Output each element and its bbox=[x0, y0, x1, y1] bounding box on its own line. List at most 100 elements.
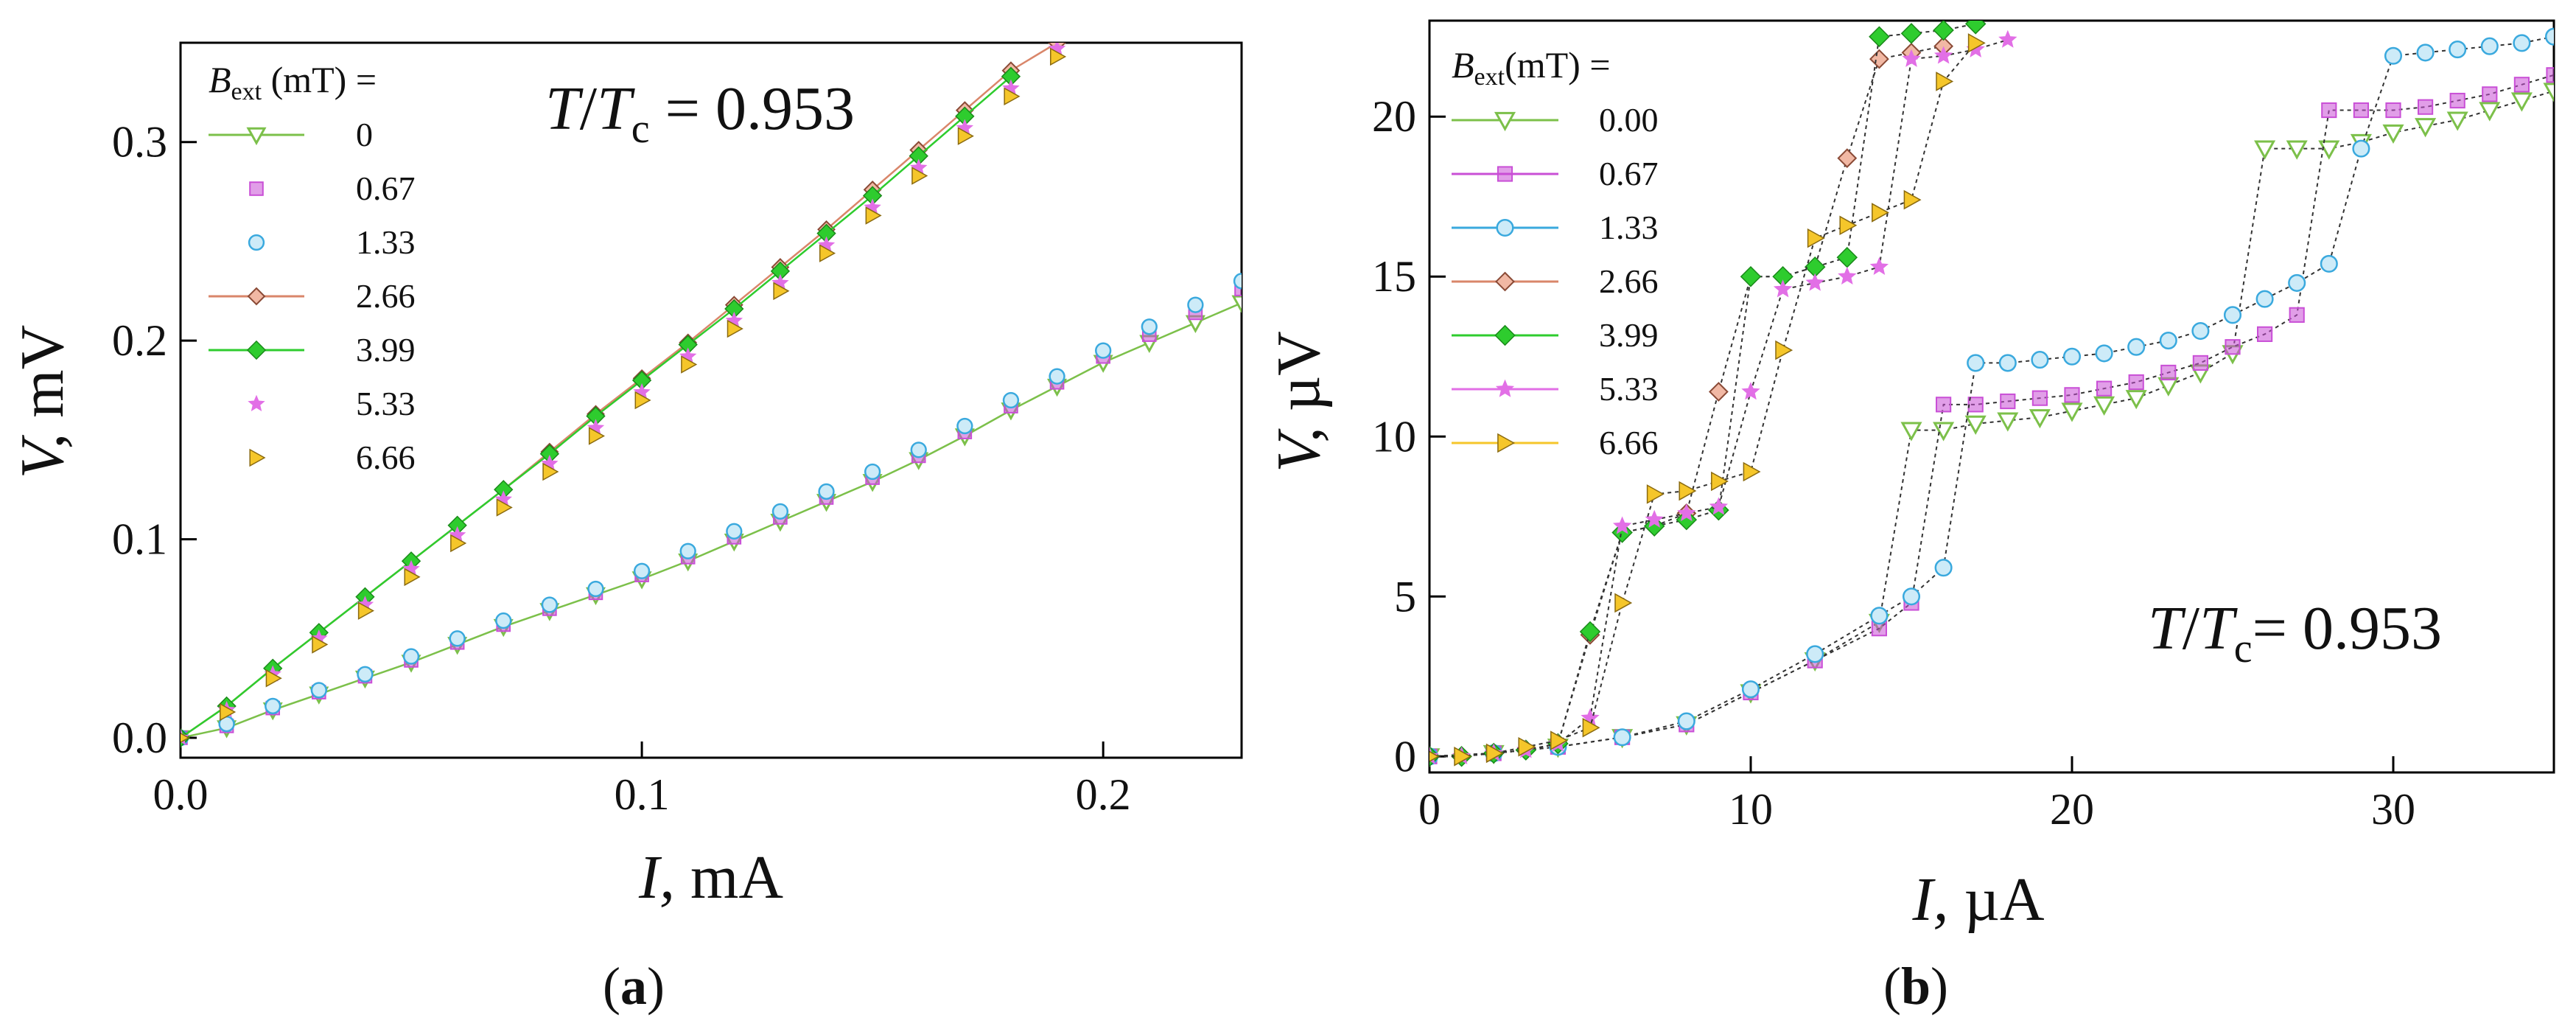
data-point bbox=[1900, 23, 1922, 44]
data-point bbox=[1579, 621, 1601, 643]
data-point bbox=[1679, 481, 1697, 501]
data-point bbox=[1002, 391, 1020, 409]
data-point bbox=[2289, 307, 2305, 323]
data-point bbox=[541, 596, 559, 613]
axes-a: 0.0 0.1 0.2 0.0 0.1 0.2 0.3 bbox=[112, 118, 1131, 819]
series-1.33 bbox=[181, 273, 1242, 747]
legend-item: 0 bbox=[209, 116, 373, 153]
legend-marker bbox=[1496, 218, 1514, 237]
data-point bbox=[2125, 390, 2147, 410]
data-point bbox=[818, 483, 835, 500]
data-point bbox=[1743, 461, 1761, 482]
data-point bbox=[2318, 140, 2340, 160]
legend-label: 3.99 bbox=[1599, 316, 1659, 354]
legend-marker bbox=[247, 287, 266, 306]
data-point bbox=[1095, 342, 1112, 359]
data-point bbox=[910, 442, 927, 458]
data-point bbox=[1998, 354, 2017, 372]
data-point bbox=[265, 669, 282, 688]
data-point bbox=[402, 648, 420, 665]
data-point bbox=[1807, 228, 1825, 248]
legend-item: 6.66 bbox=[249, 439, 416, 476]
data-point bbox=[771, 503, 789, 520]
x-tick-label: 10 bbox=[1729, 785, 1773, 834]
legend-marker bbox=[1494, 324, 1516, 346]
data-point bbox=[957, 127, 974, 145]
legend-label: 6.66 bbox=[1599, 424, 1659, 461]
y-tick-label: 5 bbox=[1394, 572, 1416, 621]
data-point bbox=[2382, 124, 2404, 144]
data-point bbox=[1612, 516, 1632, 534]
data-point bbox=[2513, 77, 2530, 93]
data-point bbox=[956, 417, 973, 435]
data-point bbox=[310, 682, 327, 699]
data-point bbox=[2031, 390, 2048, 406]
legend-item: 5.33 bbox=[248, 385, 416, 422]
data-point bbox=[2449, 41, 2467, 59]
series-line bbox=[181, 301, 1242, 739]
data-point bbox=[1233, 273, 1242, 290]
series-0.00 bbox=[1429, 83, 2554, 768]
legend-item: 3.99 bbox=[1452, 316, 1659, 354]
data-point bbox=[2225, 339, 2241, 355]
data-point bbox=[1964, 21, 1987, 35]
data-point bbox=[2482, 86, 2498, 102]
data-point bbox=[1839, 215, 1858, 236]
legend-label: 3.99 bbox=[356, 331, 416, 369]
y-tick-label: 0.2 bbox=[112, 316, 167, 365]
data-point bbox=[1933, 21, 1954, 41]
data-point bbox=[1429, 750, 1440, 762]
data-point bbox=[865, 206, 882, 225]
data-point bbox=[1836, 246, 1858, 268]
panel-label-b: (b) bbox=[1883, 957, 1948, 1016]
data-point bbox=[2385, 102, 2401, 119]
data-point bbox=[819, 244, 836, 262]
series-line bbox=[1429, 45, 1944, 758]
data-point bbox=[1582, 717, 1600, 738]
data-point bbox=[357, 666, 374, 683]
data-point bbox=[1454, 747, 1472, 767]
legend-marker bbox=[1497, 433, 1516, 453]
data-point bbox=[357, 601, 374, 620]
legend-label: 6.66 bbox=[356, 439, 416, 476]
y-tick-label: 20 bbox=[1372, 92, 1416, 141]
data-point bbox=[1711, 471, 1729, 492]
data-point bbox=[2061, 402, 2083, 422]
data-point bbox=[2288, 273, 2306, 292]
data-point bbox=[2062, 347, 2082, 366]
data-point bbox=[2353, 102, 2370, 119]
data-point bbox=[2029, 409, 2051, 429]
data-point bbox=[1902, 587, 1921, 606]
data-point bbox=[1231, 295, 1242, 314]
x-tick-label: 0.0 bbox=[153, 770, 209, 819]
data-point bbox=[1004, 87, 1021, 106]
data-point bbox=[496, 498, 513, 517]
data-point bbox=[1775, 340, 1793, 360]
legend-label: 0.00 bbox=[1599, 101, 1659, 139]
y-axis-label-b: V, µV bbox=[1264, 331, 1333, 472]
data-point bbox=[864, 463, 881, 481]
legend-label: 0 bbox=[356, 116, 373, 153]
legend-label: 5.33 bbox=[1599, 370, 1659, 408]
data-point bbox=[1838, 266, 1857, 285]
data-point bbox=[1740, 265, 1762, 287]
data-point bbox=[1049, 368, 1065, 385]
data-point bbox=[1933, 422, 1955, 442]
data-point bbox=[1869, 26, 1890, 47]
data-point bbox=[2191, 321, 2210, 341]
legend-marker bbox=[248, 394, 265, 411]
data-point bbox=[2254, 140, 2276, 160]
data-point bbox=[2479, 102, 2501, 122]
data-point bbox=[1708, 382, 1729, 402]
data-point bbox=[1837, 148, 1858, 169]
data-point bbox=[1645, 509, 1664, 528]
y-tick-label: 0.3 bbox=[112, 118, 167, 167]
data-point bbox=[2543, 83, 2554, 102]
data-point bbox=[1998, 29, 2017, 48]
data-point bbox=[1934, 559, 1953, 577]
data-point bbox=[1902, 49, 1921, 67]
data-point bbox=[2255, 290, 2274, 308]
x-tick-label: 0.2 bbox=[1076, 770, 1131, 819]
legend-marker bbox=[249, 448, 266, 467]
data-point bbox=[1709, 497, 1729, 515]
